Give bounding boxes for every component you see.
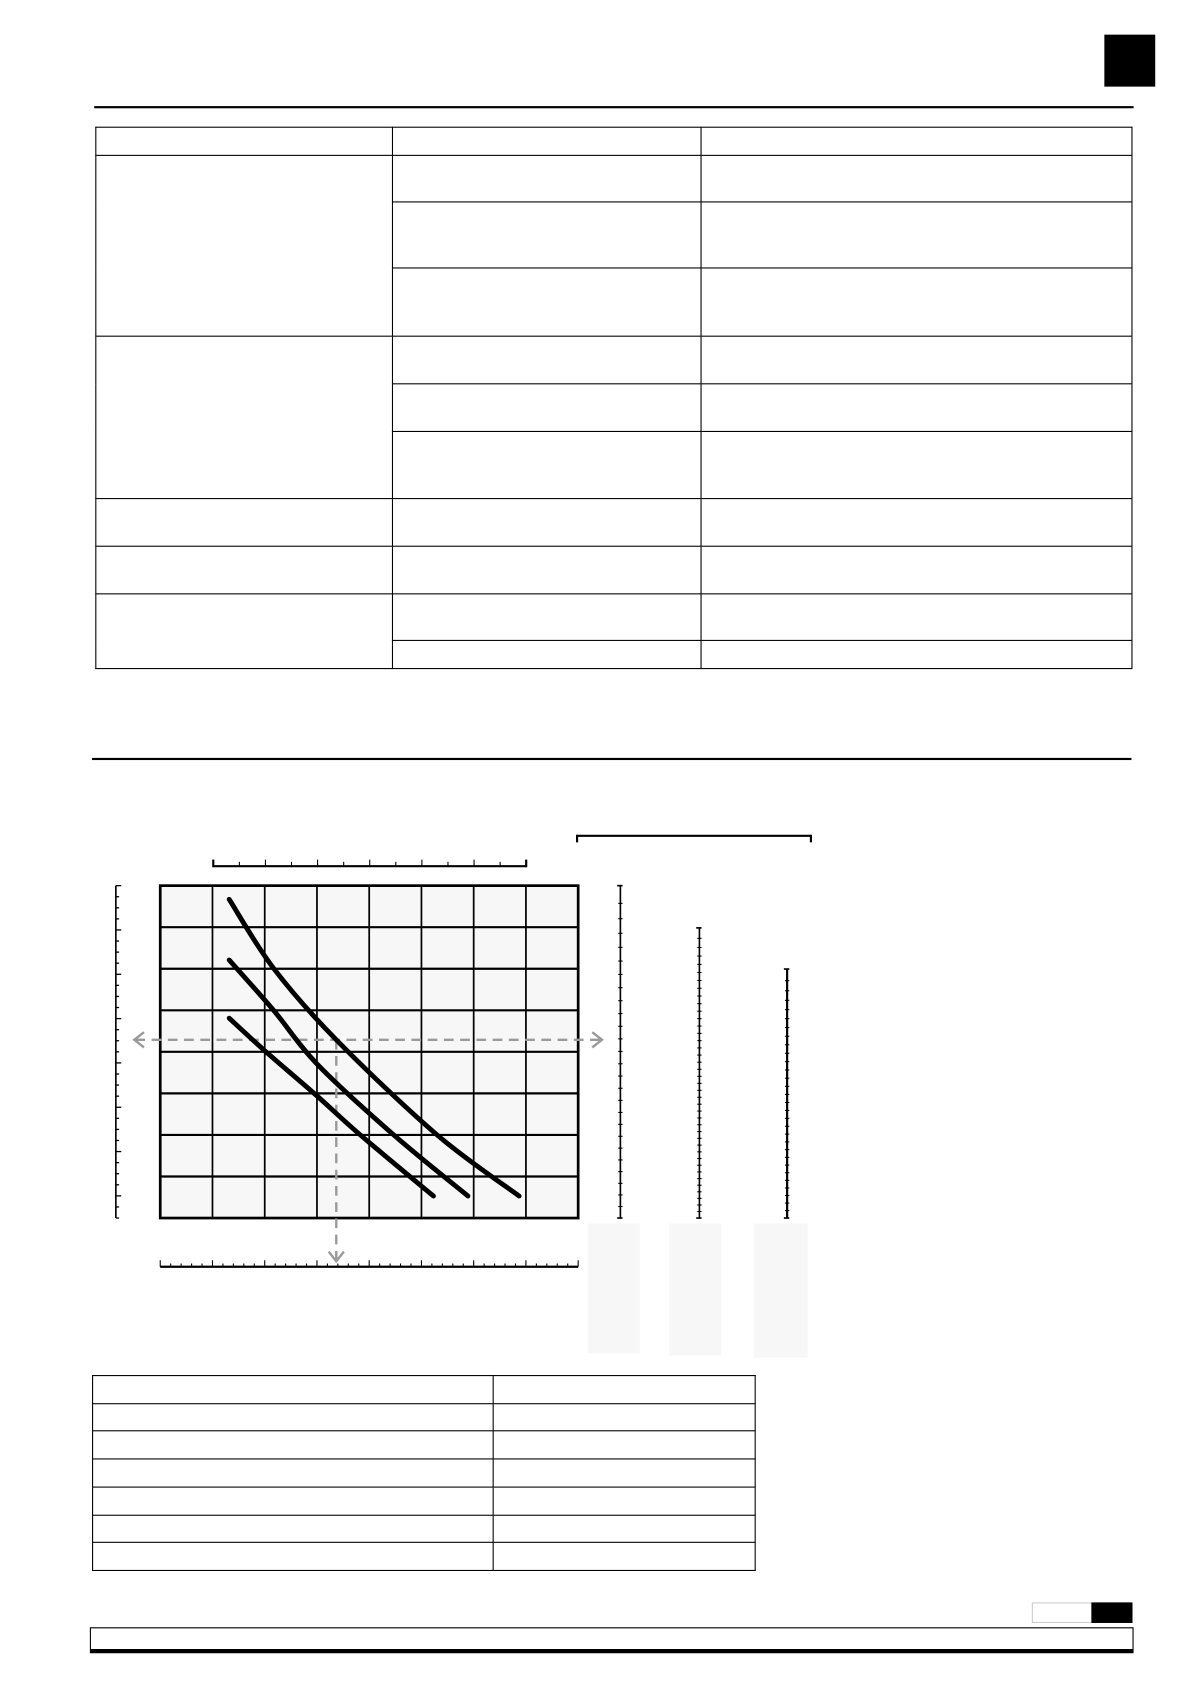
table-row: [92, 1542, 756, 1571]
table-cell: [92, 1542, 494, 1571]
page-number-marker: [1091, 1602, 1133, 1623]
group-label-cell: [95, 335, 394, 500]
group-label-cell: [95, 498, 394, 547]
table-row: [96, 430, 1133, 500]
table-cell: [700, 267, 1133, 337]
table-cell: [92, 1514, 494, 1544]
table-cell: [391, 335, 702, 385]
table-row: [96, 639, 1133, 670]
table-cell: [700, 154, 1133, 203]
table-cell: [92, 1430, 494, 1460]
table-cell: [700, 335, 1133, 385]
table-cell: [92, 1458, 494, 1488]
table-row: [95, 335, 1133, 500]
page-number-box: [1031, 1602, 1133, 1623]
header-rule: [94, 106, 1134, 109]
table-cell: [391, 201, 702, 269]
table-row: [92, 1486, 756, 1516]
table-row: [92, 1458, 756, 1488]
table-cell: [92, 1402, 494, 1432]
table-row: [95, 498, 1133, 547]
table-cell: [391, 383, 702, 432]
table-cell: [492, 1402, 756, 1432]
table-row: [92, 1514, 756, 1544]
blank-column-2: [669, 1223, 722, 1356]
table-cell: [492, 1542, 756, 1571]
table-row: [95, 593, 1133, 670]
example-table: [92, 1375, 756, 1571]
arrow-right-icon: [591, 1031, 604, 1049]
table-cell: [492, 1486, 756, 1516]
table-cell: [391, 639, 702, 670]
spec-table: [95, 126, 1133, 670]
footer-bar: [89, 1627, 1134, 1654]
arrow-down-icon: [327, 1250, 345, 1264]
chapter-tab-marker: [1104, 34, 1156, 87]
table-row: [92, 1375, 756, 1404]
table-row: [96, 201, 1133, 269]
table-cell: [700, 430, 1133, 500]
table-cell: [391, 498, 702, 547]
table-cell: [700, 383, 1133, 432]
series-curve-3: [226, 1015, 436, 1199]
table-cell: [700, 498, 1133, 547]
arrow-left-icon: [132, 1031, 145, 1049]
table-cell: [391, 545, 702, 595]
table-cell: [92, 1486, 494, 1516]
group-label-cell: [95, 154, 394, 337]
table-row: [92, 1430, 756, 1460]
table-cell: [492, 1514, 756, 1544]
table-cell: [391, 430, 702, 500]
plot-frame: [158, 884, 580, 1220]
blank-column-1: [587, 1223, 640, 1354]
table-cell: [492, 1458, 756, 1488]
table-cell: [700, 545, 1133, 595]
blank-column-3: [753, 1223, 808, 1358]
table-cell: [492, 1430, 756, 1460]
table-row: [95, 154, 1133, 337]
table-row: [96, 383, 1133, 432]
table-cell: [391, 154, 702, 203]
table-header-row: [95, 126, 1133, 156]
group-label-cell: [95, 593, 394, 670]
section-rule: [92, 757, 1132, 761]
table-cell: [700, 201, 1133, 269]
table-cell: [492, 1375, 756, 1404]
table-row: [92, 1402, 756, 1432]
table-row: [95, 545, 1133, 595]
series-curve-2: [226, 957, 471, 1199]
table-cell: [92, 1375, 494, 1404]
table-cell: [700, 639, 1133, 670]
series-curve-1: [226, 896, 522, 1199]
